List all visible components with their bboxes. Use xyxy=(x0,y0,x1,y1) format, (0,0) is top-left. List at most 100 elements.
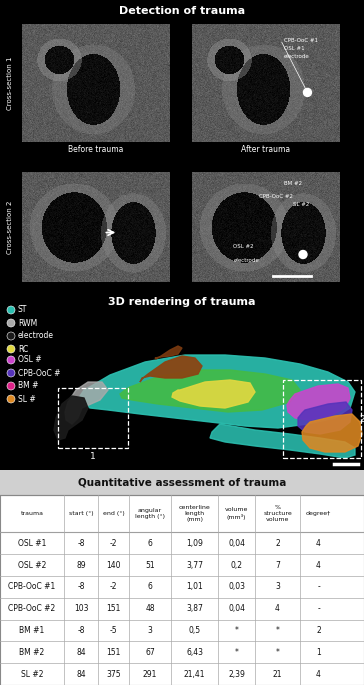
Text: OSL #1: OSL #1 xyxy=(284,46,304,51)
Text: SL #2: SL #2 xyxy=(293,201,309,207)
Circle shape xyxy=(7,356,15,364)
Bar xyxy=(0,619,364,641)
Polygon shape xyxy=(210,424,355,458)
Text: SL #2: SL #2 xyxy=(21,670,43,679)
Text: 6,43: 6,43 xyxy=(186,648,203,657)
Text: 0,5: 0,5 xyxy=(189,626,201,635)
Text: 4: 4 xyxy=(316,560,321,569)
Text: 0,04: 0,04 xyxy=(228,604,245,613)
Text: 67: 67 xyxy=(145,648,155,657)
Bar xyxy=(0,663,364,685)
Text: 84: 84 xyxy=(76,670,86,679)
Text: 3D rendering of trauma: 3D rendering of trauma xyxy=(108,297,256,307)
Text: CPB-OoC #2: CPB-OoC #2 xyxy=(258,194,293,199)
Text: BM #1: BM #1 xyxy=(19,626,44,635)
Circle shape xyxy=(304,88,312,97)
Text: 103: 103 xyxy=(74,604,88,613)
Polygon shape xyxy=(140,356,202,382)
Polygon shape xyxy=(65,382,108,424)
Polygon shape xyxy=(120,370,300,412)
Text: 48: 48 xyxy=(145,604,155,613)
Text: 4: 4 xyxy=(316,539,321,548)
Text: 84: 84 xyxy=(76,648,86,657)
Text: -2: -2 xyxy=(110,539,118,548)
Text: 1: 1 xyxy=(316,648,321,657)
Polygon shape xyxy=(298,402,352,434)
Text: ST: ST xyxy=(18,306,27,314)
Text: *: * xyxy=(276,626,280,635)
Bar xyxy=(0,470,364,495)
Text: 51: 51 xyxy=(145,560,155,569)
Text: 1: 1 xyxy=(90,452,96,461)
Polygon shape xyxy=(172,380,255,408)
Text: trauma: trauma xyxy=(20,511,43,516)
Text: 3: 3 xyxy=(275,582,280,591)
Text: -8: -8 xyxy=(77,626,85,635)
Circle shape xyxy=(7,395,15,403)
Bar xyxy=(0,495,364,685)
Polygon shape xyxy=(287,384,350,420)
Text: OSL #2: OSL #2 xyxy=(18,560,46,569)
Text: 6: 6 xyxy=(148,539,153,548)
Text: -: - xyxy=(317,604,320,613)
Text: -2: -2 xyxy=(110,582,118,591)
Text: RC: RC xyxy=(18,345,28,353)
Text: 7: 7 xyxy=(275,560,280,569)
Text: Cross-section 2: Cross-section 2 xyxy=(7,200,13,253)
Text: Quantitative assessment of trauma: Quantitative assessment of trauma xyxy=(78,477,286,487)
Text: Cross-section 1: Cross-section 1 xyxy=(7,56,13,110)
Text: start (°): start (°) xyxy=(69,511,93,516)
Text: 4: 4 xyxy=(316,670,321,679)
Text: -8: -8 xyxy=(77,582,85,591)
Text: angular
length (°): angular length (°) xyxy=(135,508,165,519)
Text: OSL #1: OSL #1 xyxy=(18,539,46,548)
Text: 3: 3 xyxy=(148,626,153,635)
Text: CPB-OoC #: CPB-OoC # xyxy=(18,369,60,377)
Text: BM #: BM # xyxy=(18,382,39,390)
Text: After trauma: After trauma xyxy=(241,145,290,154)
Bar xyxy=(283,380,361,458)
Bar xyxy=(0,598,364,619)
Text: OSL #2: OSL #2 xyxy=(233,243,254,249)
Text: 140: 140 xyxy=(107,560,121,569)
Text: electrode: electrode xyxy=(284,54,309,59)
Text: 0,2: 0,2 xyxy=(231,560,242,569)
Bar xyxy=(0,532,364,554)
Polygon shape xyxy=(302,414,362,452)
Text: BM #2: BM #2 xyxy=(284,181,302,186)
Text: *: * xyxy=(235,626,238,635)
Text: -8: -8 xyxy=(77,539,85,548)
Bar xyxy=(0,495,364,532)
Text: volume
(mm³): volume (mm³) xyxy=(225,508,248,520)
Text: 151: 151 xyxy=(107,604,121,613)
Text: *: * xyxy=(276,648,280,657)
Text: 2: 2 xyxy=(359,414,364,423)
Text: 2,39: 2,39 xyxy=(228,670,245,679)
Polygon shape xyxy=(80,355,355,428)
Circle shape xyxy=(7,332,15,340)
Text: Before trauma: Before trauma xyxy=(68,145,124,154)
Circle shape xyxy=(299,251,307,258)
Circle shape xyxy=(7,319,15,327)
Text: 375: 375 xyxy=(106,670,121,679)
Text: 0,04: 0,04 xyxy=(228,539,245,548)
Text: 291: 291 xyxy=(143,670,157,679)
Polygon shape xyxy=(155,346,182,359)
Text: 4: 4 xyxy=(275,604,280,613)
Bar xyxy=(0,554,364,576)
Text: degree†: degree† xyxy=(306,511,331,516)
Text: 0,03: 0,03 xyxy=(228,582,245,591)
Text: RWM: RWM xyxy=(18,319,37,327)
Text: 6: 6 xyxy=(148,582,153,591)
Text: centerline
length
(mm): centerline length (mm) xyxy=(179,505,211,522)
Text: CPB-OoC #2: CPB-OoC #2 xyxy=(8,604,55,613)
Bar xyxy=(0,576,364,598)
Text: BM #2: BM #2 xyxy=(19,648,44,657)
Text: 151: 151 xyxy=(107,648,121,657)
Text: electrode: electrode xyxy=(18,332,54,340)
Circle shape xyxy=(7,382,15,390)
Text: 3,77: 3,77 xyxy=(186,560,203,569)
Text: %
structure
volume: % structure volume xyxy=(263,505,292,522)
Text: -: - xyxy=(317,582,320,591)
Text: 1,01: 1,01 xyxy=(186,582,203,591)
